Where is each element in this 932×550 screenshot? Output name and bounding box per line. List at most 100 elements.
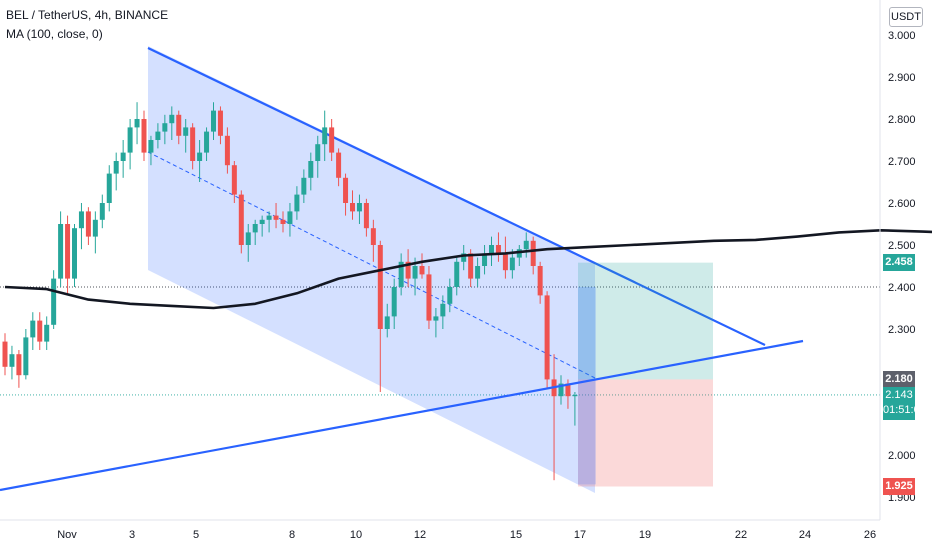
candle-body (106, 173, 112, 203)
candle-body (176, 114, 182, 136)
time-tick-label: 8 (289, 529, 295, 541)
indicator-title[interactable]: MA (100, close, 0) (6, 27, 103, 41)
candle-body (433, 316, 439, 321)
candle-body (148, 140, 154, 153)
price-tick-label: 2.700 (888, 156, 916, 168)
symbol-title[interactable]: BEL / TetherUS, 4h, BINANCE (6, 8, 169, 22)
candle-body (398, 261, 404, 287)
candle-body (461, 253, 467, 262)
candle-body (363, 203, 369, 229)
candle-body (72, 228, 77, 279)
candle-body (544, 295, 550, 380)
current-price-tag: 2.143 01:51:09 (883, 386, 926, 420)
candle-body (426, 274, 432, 321)
price-tick-label: 2.400 (888, 282, 916, 294)
candle-body (301, 177, 307, 195)
candle-body (523, 240, 529, 250)
candle-body (134, 119, 140, 128)
candle-body (9, 354, 15, 367)
candle-body (384, 316, 390, 329)
candle-body (530, 240, 536, 266)
price-tick-label: 2.300 (888, 324, 916, 336)
candle-body (204, 131, 210, 153)
candle-body (155, 131, 161, 140)
candle-body (308, 161, 314, 178)
candle-body (482, 253, 488, 266)
candle-body (475, 266, 481, 279)
candle-body (231, 165, 237, 195)
time-tick-label: Nov (57, 529, 77, 541)
candle-body (162, 123, 168, 132)
candle-body (329, 127, 335, 153)
candle-body (509, 257, 515, 271)
candlestick-series[interactable] (2, 102, 578, 481)
candle-body (183, 127, 189, 136)
price-and-time-axes[interactable]: 3.000 2.900 2.800 2.700 2.600 2.500 2.400 2.300… (0, 0, 916, 541)
candle-body (190, 127, 196, 161)
candle-body (412, 266, 418, 279)
stop-price-tag: 1.925 (883, 478, 915, 495)
candle-body (169, 114, 175, 124)
candle-body (495, 245, 501, 254)
time-tick-label: 12 (414, 529, 426, 541)
currency-badge[interactable]: USDT (889, 7, 923, 27)
candle-body (294, 194, 300, 212)
candle-body (558, 383, 564, 397)
time-tick-label: 26 (864, 529, 876, 541)
candle-body (23, 337, 29, 376)
candle-body (356, 203, 362, 212)
candle-body (99, 203, 105, 220)
candle-body (211, 110, 216, 132)
candle-body (454, 261, 460, 287)
candle-body (2, 341, 8, 367)
candle-body (37, 320, 43, 342)
channel-upper-line (147, 47, 766, 346)
candle-body (565, 383, 571, 397)
time-tick-label: 19 (639, 529, 651, 541)
candle-body (65, 224, 71, 279)
ascending-trendline-drawing[interactable] (0, 339, 804, 492)
candle-body (120, 152, 126, 161)
time-tick-label: 10 (350, 529, 362, 541)
candle-body (287, 211, 293, 224)
candle-body (273, 215, 279, 220)
time-tick-label: 15 (510, 529, 522, 541)
candle-body (447, 287, 453, 304)
bar-countdown: 01:51:09 (883, 403, 926, 416)
entry-price-tag: 2.180 (883, 370, 915, 388)
candle-body (489, 245, 494, 254)
candle-body (343, 177, 349, 203)
candle-body (280, 219, 286, 224)
price-tick-label: 2.800 (888, 114, 916, 126)
candle-body (259, 219, 265, 224)
time-tick-label: 5 (193, 529, 199, 541)
price-tick-label: 2.000 (888, 450, 916, 462)
ma100-line (4, 229, 932, 310)
long-position-tool[interactable] (578, 262, 713, 487)
candle-body (377, 245, 383, 329)
candle-body (141, 119, 147, 153)
moving-average-line (4, 229, 932, 310)
time-tick-label: 24 (799, 529, 811, 541)
loss-zone (578, 379, 713, 487)
candle-body (537, 266, 543, 296)
price-tick-label: 2.900 (888, 72, 916, 84)
price-tick-label: 1.900 (888, 492, 916, 504)
price-tick-label: 2.500 (888, 240, 916, 252)
candle-body (113, 161, 119, 174)
descending-channel-drawing[interactable] (147, 46, 766, 493)
candle-body (197, 152, 203, 161)
candle-body (217, 110, 223, 136)
candle-body (516, 249, 522, 258)
candle-body (78, 211, 84, 229)
candle-body (127, 127, 133, 153)
candle-body (224, 135, 230, 166)
candle-body (85, 211, 91, 237)
current-price-value: 2.143 (885, 388, 913, 401)
candle-body (502, 253, 508, 271)
channel-fill (148, 46, 595, 493)
candle-body (266, 215, 272, 220)
candle-body (30, 320, 36, 338)
time-tick-label: 22 (735, 529, 747, 541)
